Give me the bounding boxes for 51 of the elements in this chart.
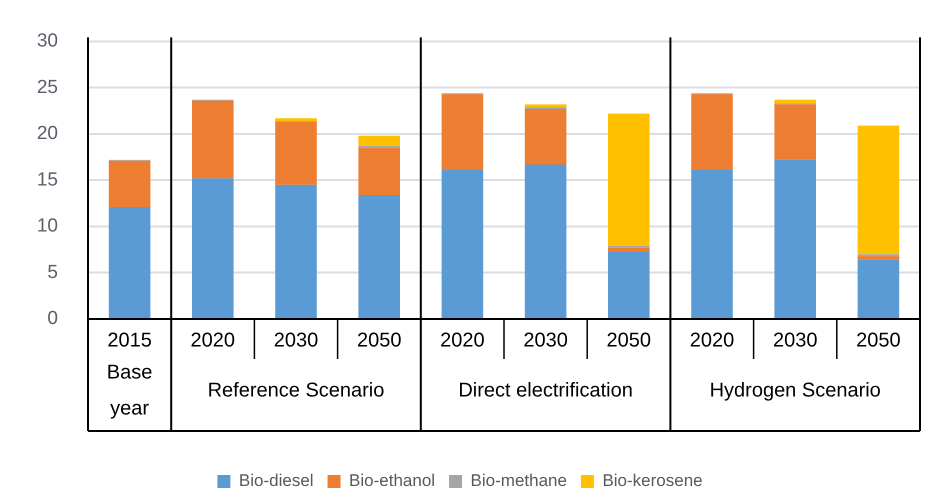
y-tick-label: 20 (36, 123, 58, 144)
text: Base year (106, 362, 152, 420)
bar (275, 118, 317, 121)
y-tick-label: 25 (36, 76, 58, 98)
x-tick-label: 2050 (606, 330, 652, 352)
legend-label: Bio-kerosene (602, 471, 703, 490)
y-tick-label: 5 (47, 262, 58, 283)
x-tick-label: 2050 (856, 330, 901, 352)
bar (358, 148, 400, 196)
x-tick-label: 2030 (274, 330, 318, 352)
bar (524, 104, 566, 108)
y-tick-label: 0 (47, 308, 58, 330)
bar (858, 126, 900, 254)
y-tick-label: 30 (36, 30, 58, 52)
y-tick-label: 15 (36, 169, 58, 190)
x-tick-label: 2020 (440, 330, 485, 352)
text: Direct electrification (458, 380, 633, 402)
bar (442, 169, 484, 318)
x-tick-label: 2030 (523, 330, 568, 352)
legend-label: Bio-ethanol (349, 471, 436, 490)
bar (192, 100, 234, 178)
bar (691, 94, 733, 170)
x-tick-label: 2030 (772, 330, 818, 352)
bar (608, 251, 650, 318)
x-tick-label: 2050 (356, 330, 402, 352)
bar (774, 160, 816, 318)
bar (524, 108, 566, 164)
bar (275, 122, 317, 185)
x-tick-label: 2020 (190, 330, 236, 352)
legend-label: Bio-diesel (238, 471, 314, 490)
bar (358, 136, 400, 146)
bar (442, 94, 484, 170)
y-tick-label: 10 (36, 216, 58, 237)
bar (608, 248, 650, 252)
text: Hydrogen Scenario (710, 380, 881, 402)
bar (858, 256, 900, 260)
x-tick-label: 2015 (107, 330, 152, 352)
bar (774, 100, 816, 104)
bar (358, 195, 400, 318)
bar (608, 114, 650, 246)
bar (774, 104, 816, 160)
legend-label: Bio-methane (470, 471, 567, 490)
text: Reference Scenario (208, 380, 384, 402)
bar (524, 164, 566, 318)
bar (192, 178, 234, 318)
x-tick-label: 2020 (690, 330, 734, 352)
bar (275, 184, 317, 318)
bar (108, 207, 150, 318)
bar (691, 169, 733, 318)
bar (108, 160, 150, 208)
bar (858, 260, 900, 318)
